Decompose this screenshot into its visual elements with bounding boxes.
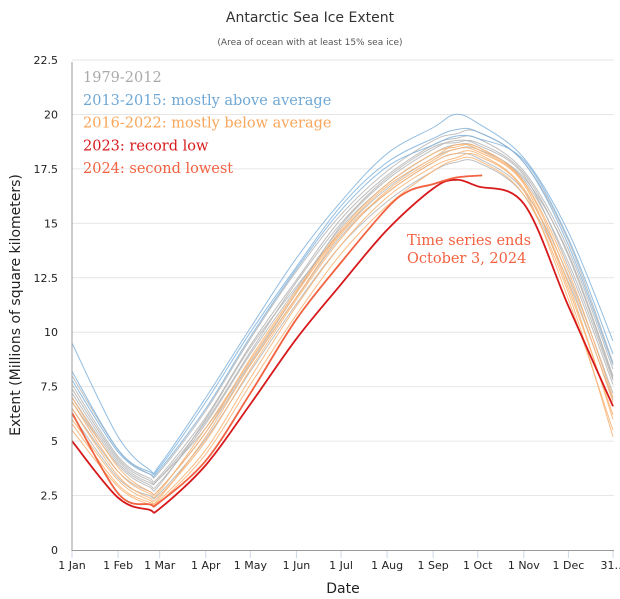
legend-item: 2024: second lowest [83,161,233,177]
y-tick-label: 10 [44,326,58,339]
x-tick-label: 1 Apr [191,559,221,572]
series-line-2024 [71,174,483,508]
series-line-2015 [71,134,614,478]
series-line-1979-2012-h- [71,139,614,485]
y-tick-label: 0 [51,544,58,557]
x-tick-label: 1 Nov [508,559,540,572]
series-line-2016-2022-b- [71,153,614,506]
series-lines [71,113,614,514]
x-tick-label: 1 Oct [463,559,493,572]
series-line-2016-2022-a- [71,147,614,502]
chart-subtitle: (Area of ocean with at least 15% sea ice… [217,38,402,48]
series-line-2016-2022-d- [71,150,614,505]
x-axis-title: Date [326,581,359,597]
series-line-1979-2012-a- [71,142,614,490]
series-line-1979-2012-e- [71,159,614,500]
x-tick-label: 1 Jun [283,559,311,572]
series-line-2023 [71,178,614,514]
series-line-1979-2012-b- [71,135,614,483]
x-tick-label: 1 Feb [103,559,133,572]
legend-item: 1979-2012 [83,70,162,86]
x-tick-label: 1 Aug [371,559,403,572]
annotation-line-2: October 3, 2024 [407,251,526,267]
y-tick-label: 17.5 [34,163,59,176]
y-tick-label: 22.5 [34,54,59,67]
x-tick-label: 1 May [234,559,268,572]
annotation-line-1: Time series ends [407,233,531,249]
series-line-2014 [71,113,614,474]
legend-item: 2023: record low [83,138,209,154]
x-tick-label: 1 Dec [553,559,585,572]
y-tick-label: 5 [51,435,58,448]
y-tick-label: 2.5 [41,490,59,503]
series-line-2013 [71,127,614,476]
y-axis-ticks: 0 2.5 5 7.5 10 12.5 15 17.5 20 22.5 [34,54,59,557]
legend-item: 2013-2015: mostly above average [83,93,331,109]
y-tick-label: 12.5 [34,272,59,285]
series-line-2016-2022-e- [71,143,614,499]
series-line-2016-2022-c- [71,143,614,496]
x-tick-label: 1 Mar [144,559,176,572]
x-tick-label: 1 Sep [418,559,449,572]
y-tick-label: 20 [44,108,58,121]
y-axis-title: Extent (Millions of square kilometers) [8,174,24,436]
x-tick-label: 31… [601,559,620,572]
x-tick-label: 1 Jul [329,559,353,572]
legend-item: 2016-2022: mostly below average [83,116,332,132]
legend: 1979-2012 2013-2015: mostly above average… [83,70,332,177]
y-tick-label: 7.5 [41,381,59,394]
series-line-1979-2012-f- [71,139,614,486]
y-tick-label: 15 [44,217,58,230]
x-tick-label: 1 Jan [58,559,85,572]
x-axis-ticks: 1 Jan 1 Feb 1 Mar 1 Apr 1 May 1 Jun 1 Jul 1 Aug… [58,551,620,572]
chart-title: Antarctic Sea Ice Extent [226,10,395,26]
